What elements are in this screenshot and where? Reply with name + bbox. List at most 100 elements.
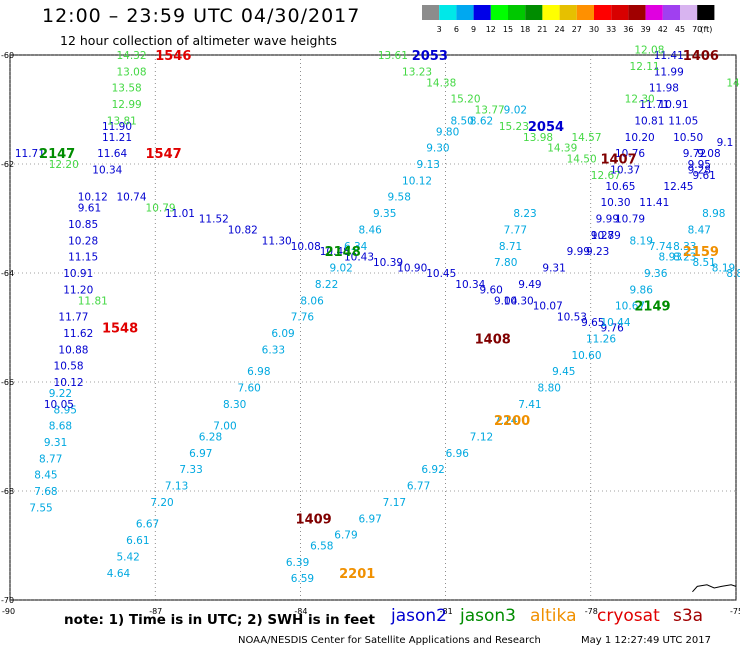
wave-height-label: 10.37 (610, 164, 640, 176)
wave-height-label: 9.61 (78, 203, 101, 215)
wave-height-label: 10.74 (116, 192, 146, 204)
color-scale-tick: 21 (537, 25, 547, 34)
wave-height-label: 10.20 (625, 132, 655, 144)
wave-height-label: 11.71 (639, 99, 669, 111)
wave-height-label: 7.13 (165, 481, 188, 493)
wave-height-label: 12.99 (112, 99, 142, 111)
wave-height-label: 11.15 (68, 252, 98, 264)
color-scale-tick: 30 (589, 25, 599, 34)
wave-height-label: 8.19 (630, 235, 653, 247)
wave-height-label: 8.30 (223, 399, 246, 411)
mission-altika: altika (530, 606, 577, 626)
wave-height-label: 10.34 (455, 279, 485, 291)
wave-height-label: 8.77 (39, 453, 62, 465)
wave-height-label: 7.20 (150, 497, 173, 509)
wave-height-label: 10.82 (228, 224, 258, 236)
wave-height-label: 10.60 (571, 350, 601, 362)
wave-height-label: 12.45 (663, 181, 693, 193)
wave-height-label: 8.45 (34, 470, 57, 482)
wave-height-label: 6.58 (310, 541, 333, 553)
wave-height-label: 6.77 (407, 481, 430, 493)
wave-height-label: 10.81 (634, 115, 664, 127)
wave-height-label: 8.71 (499, 241, 522, 253)
wave-height-label: 9.95 (688, 159, 711, 171)
wave-height-label: 8.23 (513, 208, 536, 220)
y-tick-label: -64 (1, 269, 14, 278)
color-swatch (473, 5, 491, 20)
time-label: 2148 (325, 245, 361, 260)
time-label: 2159 (683, 245, 719, 260)
wave-height-label: 9.76 (600, 323, 624, 335)
time-label: 2200 (494, 414, 530, 429)
wave-height-label: 13.81 (107, 115, 137, 127)
chart-subtitle: 12 hour collection of altimeter wave hei… (60, 33, 337, 48)
wave-height-label: 10.08 (291, 241, 321, 253)
timestamp-text: May 1 12:27:49 UTC 2017 (581, 635, 711, 646)
wave-height-label: 8.06 (300, 295, 324, 307)
wave-height-label: 8.98 (702, 208, 725, 220)
time-label: 1407 (600, 153, 636, 168)
wave-height-label: 11.64 (97, 148, 127, 160)
time-label: 1409 (296, 512, 332, 527)
wave-height-label: 9.60 (479, 284, 502, 296)
mission-jason2: jason2 (391, 606, 447, 626)
color-swatch (611, 5, 629, 20)
wave-height-label: 10.88 (58, 344, 88, 356)
wave-height-label: 6.97 (358, 513, 381, 525)
wave-height-label: 9.58 (388, 192, 411, 204)
time-label: 1548 (102, 322, 138, 337)
time-label: 1547 (146, 147, 182, 162)
mission-jason3: jason3 (460, 606, 516, 626)
color-scale-tick: 27 (572, 25, 582, 34)
wave-height-label: 10.90 (397, 263, 427, 275)
wave-height-label: 9.99 (567, 246, 590, 258)
y-tick-label: -62 (1, 160, 14, 169)
wave-height-label: 8.8 (726, 268, 740, 280)
credit-text: NOAA/NESDIS Center for Satellite Applica… (238, 635, 541, 646)
time-label: 2054 (528, 120, 564, 135)
time-label: 2149 (634, 300, 670, 315)
wave-height-label: 12.20 (49, 159, 79, 171)
wave-height-label: 8.80 (538, 382, 561, 394)
wave-height-label: 8.50 (450, 115, 473, 127)
wave-height-label: 10.91 (63, 268, 93, 280)
wave-height-label: 9.1 (717, 137, 734, 149)
time-label: 2147 (39, 147, 75, 162)
wave-height-label: 13.61 (378, 50, 408, 62)
note-text: note: 1) Time is in UTC; 2) SWH is in fe… (64, 612, 375, 628)
wave-height-label: 9.28 (591, 230, 614, 242)
wave-height-label: 8.46 (358, 224, 382, 236)
wave-height-label: 10.12 (402, 175, 432, 187)
wave-height-label: 11.01 (165, 208, 195, 220)
wave-height-label: 9.65 (581, 317, 604, 329)
x-tick-label: -78 (585, 607, 598, 616)
wave-height-label: 12.08 (634, 45, 664, 57)
color-swatch (576, 5, 594, 20)
wave-height-label: 7.12 (470, 432, 493, 444)
wave-height-label: 13.98 (523, 132, 553, 144)
wave-height-label: 7.80 (494, 257, 517, 269)
wave-height-label: 11.98 (649, 83, 679, 95)
wave-height-label: 6.28 (199, 432, 222, 444)
wave-height-label: 8.93 (659, 252, 682, 264)
color-scale-unit: (ft) (700, 25, 712, 34)
wave-height-label: 11.20 (63, 284, 93, 296)
wave-height-label: 9.13 (417, 159, 440, 171)
color-swatch (456, 5, 474, 20)
wave-height-label: 11.41 (654, 50, 684, 62)
wave-height-label: 9.35 (373, 208, 396, 220)
wave-height-label: 6.92 (421, 464, 444, 476)
wave-height-label: 10.12 (78, 192, 108, 204)
wave-height-label: 10.85 (68, 219, 98, 231)
wave-height-label: 9.02 (504, 105, 527, 117)
time-label: 1406 (683, 49, 719, 64)
wave-height-label: 6.97 (189, 448, 212, 460)
wave-height-label: 10.48 (320, 246, 350, 258)
wave-height-label: 8.33 (673, 241, 696, 253)
wave-height-label: 7.60 (237, 382, 260, 394)
mission-s3a: s3a (673, 606, 704, 626)
wave-height-label: 13.08 (116, 66, 146, 78)
wave-height-label: 10.79 (615, 214, 645, 226)
wave-height-label: 12.67 (591, 170, 621, 182)
wave-height-label: 7.76 (291, 312, 315, 324)
